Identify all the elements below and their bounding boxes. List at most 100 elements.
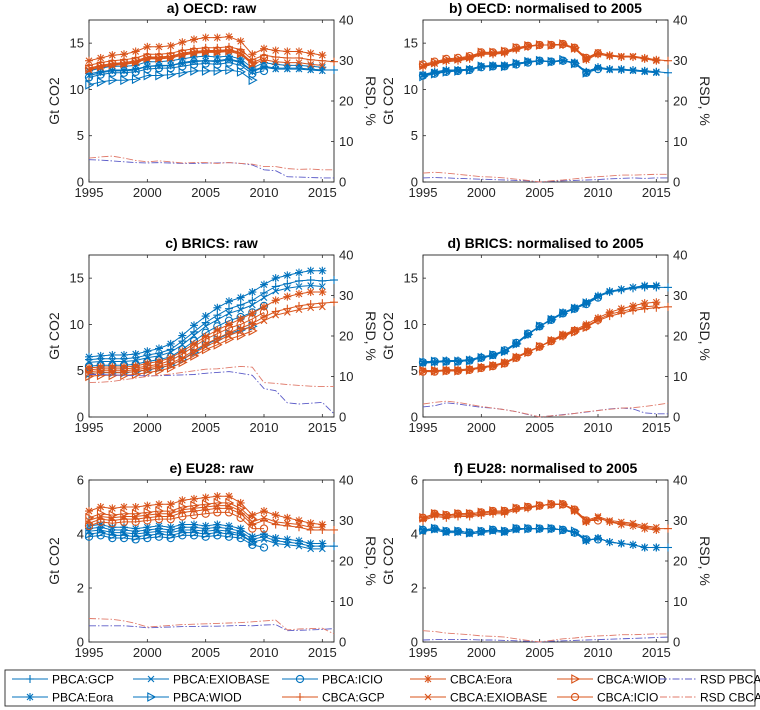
data-point <box>166 339 175 348</box>
data-point <box>306 49 315 58</box>
data-point <box>629 540 637 549</box>
data-point <box>260 294 268 301</box>
series-line <box>88 311 265 371</box>
data-point <box>295 289 303 298</box>
y-tick-label: 10 <box>70 82 84 97</box>
data-point <box>225 32 233 41</box>
data-point <box>330 542 338 551</box>
data-point <box>272 58 280 66</box>
y-axis-label: Gt CO2 <box>46 312 62 360</box>
data-point <box>131 517 140 526</box>
data-point <box>236 530 247 541</box>
data-point <box>213 520 222 529</box>
series-line <box>422 177 668 183</box>
data-point <box>295 268 303 277</box>
data-point <box>629 301 637 310</box>
data-point <box>272 311 280 319</box>
data-point <box>617 65 626 74</box>
series-cbca-wiod <box>85 45 258 74</box>
x-tick-label: 2005 <box>191 185 220 200</box>
data-point <box>85 56 93 65</box>
data-point <box>201 65 212 76</box>
data-point <box>108 363 117 372</box>
rsd-tick-label: 0 <box>339 175 346 190</box>
data-point <box>330 65 338 74</box>
data-point <box>236 300 245 309</box>
data-point <box>283 309 291 316</box>
data-point <box>178 357 188 368</box>
data-point <box>477 363 487 373</box>
data-point <box>664 68 672 77</box>
x-tick-label: 1995 <box>409 185 438 200</box>
data-point <box>155 53 165 63</box>
rsd-tick-label: 30 <box>339 288 353 303</box>
data-point <box>500 526 511 537</box>
data-point <box>190 47 200 58</box>
data-point <box>201 33 210 42</box>
data-point <box>295 59 303 66</box>
data-point <box>307 61 315 68</box>
plot-area <box>422 19 669 183</box>
y-tick-label: 6 <box>77 473 84 488</box>
rsd-tick-label: 10 <box>339 594 353 609</box>
rsd-tick-label: 40 <box>673 248 687 263</box>
data-point <box>108 370 118 381</box>
data-point <box>629 283 637 292</box>
x-tick-label: 2000 <box>467 645 496 660</box>
data-point <box>559 499 569 510</box>
legend-label: RSD CBCA <box>700 691 760 705</box>
data-point <box>166 52 177 62</box>
y-tick-label: 6 <box>411 473 418 488</box>
rsd-tick-label: 20 <box>339 329 353 344</box>
legend-marker <box>147 675 155 683</box>
legend-item-rsd-cbca: RSD CBCA <box>660 691 760 705</box>
data-point <box>582 322 592 333</box>
y-axis-label: Gt CO2 <box>380 312 396 360</box>
data-point <box>96 77 107 87</box>
data-point <box>524 40 534 51</box>
data-point <box>178 347 187 356</box>
series-line <box>88 507 334 531</box>
series-pbca-wiod <box>419 523 592 545</box>
legend-item-cbca-wiod: CBCA:WIOD <box>557 673 667 687</box>
rsd-axis-label: RSD, % <box>363 311 379 361</box>
data-point <box>108 75 118 86</box>
legend-marker <box>296 693 304 701</box>
data-point <box>178 67 188 78</box>
data-point <box>190 527 200 538</box>
data-point <box>283 513 292 522</box>
data-point <box>201 312 210 321</box>
data-point <box>143 70 153 81</box>
x-tick-label: 1995 <box>75 420 104 435</box>
data-point <box>248 524 257 533</box>
data-point <box>547 40 557 50</box>
data-point <box>225 498 235 508</box>
data-point <box>306 539 315 548</box>
data-point <box>201 46 212 57</box>
legend-marker <box>26 675 34 683</box>
data-point <box>190 350 200 361</box>
data-point <box>489 350 499 360</box>
x-tick-label: 1995 <box>409 420 438 435</box>
data-point <box>120 503 128 511</box>
x-tick-label: 2010 <box>250 645 279 660</box>
data-point <box>318 266 327 275</box>
data-point <box>260 536 268 543</box>
data-point <box>85 352 93 361</box>
data-point <box>330 298 338 307</box>
legend-marker <box>570 692 580 702</box>
data-point <box>190 494 198 503</box>
data-point <box>283 59 291 66</box>
x-tick-label: 2000 <box>467 420 496 435</box>
legend-box <box>4 669 756 707</box>
series-rsd-cbca <box>422 400 669 418</box>
series-line <box>88 301 335 373</box>
rsd-tick-label: 0 <box>673 410 680 425</box>
rsd-tick-label: 40 <box>339 248 353 263</box>
data-point <box>295 306 303 314</box>
data-point <box>166 69 177 80</box>
data-point <box>85 529 95 539</box>
data-point <box>570 42 581 53</box>
y-tick-label: 0 <box>77 175 84 190</box>
